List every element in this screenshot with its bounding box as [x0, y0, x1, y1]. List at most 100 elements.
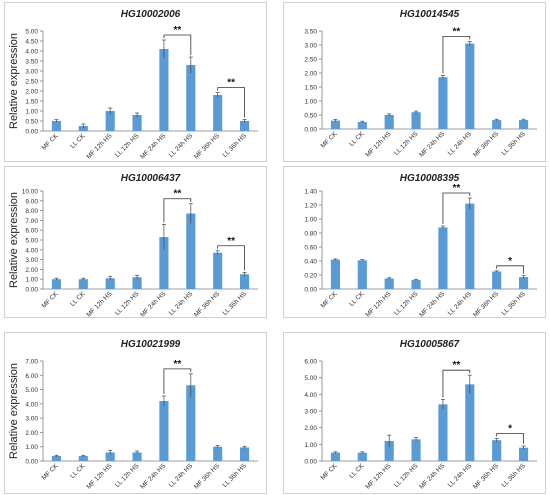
bar — [186, 65, 196, 131]
y-tick-label: 0.00 — [25, 287, 38, 294]
chart-panel-hg10006437: HG10006437 Relative expression 0.00 1.00 2.0… — [4, 166, 267, 319]
y-tick-label: 0.40 — [304, 259, 317, 266]
y-tick-label: 0.80 — [304, 231, 317, 238]
y-tick-label: 0.00 — [304, 459, 317, 466]
y-tick-label: 6.00 — [25, 373, 38, 380]
bar — [186, 213, 196, 289]
x-tick-label: MF 12h HS — [364, 290, 393, 319]
y-tick-label: 0.00 — [304, 127, 317, 134]
y-tick-label: 6.00 — [304, 359, 317, 366]
significance-bracket — [496, 433, 524, 444]
bar — [492, 440, 502, 461]
y-tick-label: 7.00 — [25, 359, 38, 366]
y-tick-label: 10.00 — [22, 189, 39, 196]
x-tick-label: LL 36h HS — [500, 290, 527, 317]
bar — [330, 120, 341, 129]
x-tick-label: MF 36h HS — [472, 130, 501, 159]
bar — [518, 277, 529, 289]
x-tick-label: MF CK — [320, 462, 340, 482]
bar — [213, 95, 223, 131]
x-tick-label: MF 12h HS — [364, 462, 393, 491]
bar — [465, 203, 475, 289]
x-tick-label: LL 24h HS — [447, 462, 474, 489]
x-tick-label: LL 12h HS — [114, 132, 141, 159]
bar — [518, 120, 529, 129]
x-tick-label: LL CK — [348, 462, 366, 480]
significance-label: ** — [452, 183, 460, 194]
bar — [384, 278, 394, 289]
bar — [186, 385, 196, 461]
x-tick-label: MF CK — [41, 462, 61, 482]
bar — [384, 441, 394, 461]
x-tick-label: LL 24h HS — [168, 290, 195, 317]
x-tick-label: LL CK — [348, 130, 366, 148]
y-tick-label: 4.00 — [25, 247, 38, 254]
significance-label: * — [508, 256, 512, 267]
y-tick-label: 5.00 — [25, 387, 38, 394]
significance-bracket — [217, 87, 245, 118]
y-tick-label: 5.00 — [304, 375, 317, 382]
y-tick-label: 1.40 — [304, 189, 317, 196]
chart-title: HG10005867 — [400, 339, 460, 350]
bar — [438, 227, 448, 289]
x-tick-label: LL 24h HS — [447, 290, 474, 317]
x-tick-label: LL 36h HS — [221, 132, 248, 159]
significance-label: ** — [227, 78, 235, 89]
significance-label: ** — [173, 359, 181, 370]
y-tick-label: 2.50 — [304, 57, 317, 64]
bar — [132, 452, 142, 461]
y-tick-label: 1.50 — [25, 99, 38, 106]
chart-panel-hg10002006: HG10002006 Relative expression 0.00 0.50 1.0… — [4, 2, 267, 162]
bar — [78, 279, 88, 289]
y-tick-label: 3.50 — [304, 29, 317, 36]
x-tick-label: MF CK — [320, 290, 340, 310]
y-tick-label: 4.50 — [25, 39, 38, 46]
y-tick-label: 0.00 — [25, 129, 38, 136]
bar — [213, 446, 223, 461]
significance-bracket — [496, 265, 524, 274]
y-tick-label: 3.00 — [304, 43, 317, 50]
bar — [159, 49, 169, 131]
x-tick-label: LL 36h HS — [500, 462, 527, 489]
y-tick-label: 4.00 — [304, 392, 317, 399]
x-tick-label: MF 12h HS — [85, 462, 114, 491]
x-tick-label: LL 36h HS — [500, 130, 527, 157]
y-tick-label: 6.00 — [25, 228, 38, 235]
bar-chart: HG10014545 0.00 0.50 1.00 1.50 2.00 2.50 3.00 3.… — [304, 9, 537, 159]
y-tick-label: 1.00 — [304, 99, 317, 106]
y-tick-label: 3.00 — [304, 409, 317, 416]
bar-chart: HG10005867 0.00 1.00 2.00 3.00 4.00 5.00 6.00 MF… — [304, 339, 537, 491]
x-tick-label: MF 24h HS — [139, 462, 168, 491]
x-tick-label: LL 12h HS — [114, 462, 141, 489]
significance-bracket — [442, 192, 471, 224]
chart-title: HG10002006 — [121, 9, 181, 20]
bar — [51, 121, 62, 131]
bar — [465, 384, 475, 461]
y-tick-label: 5.00 — [25, 238, 38, 245]
x-tick-label: MF 12h HS — [364, 130, 393, 159]
x-tick-label: LL 36h HS — [221, 290, 248, 317]
bar — [411, 112, 421, 129]
y-tick-label: 5.00 — [25, 29, 38, 36]
y-tick-label: 1.00 — [304, 217, 317, 224]
x-tick-label: MF 24h HS — [418, 290, 447, 319]
x-tick-label: LL CK — [69, 290, 87, 308]
x-tick-label: MF 24h HS — [418, 130, 447, 159]
x-tick-label: MF 12h HS — [85, 132, 114, 161]
bar — [132, 115, 142, 131]
y-tick-label: 2.00 — [25, 430, 38, 437]
bar — [105, 452, 115, 461]
x-tick-label: MF 24h HS — [139, 290, 168, 319]
bar — [159, 401, 169, 461]
y-tick-label: 3.00 — [25, 257, 38, 264]
x-tick-label: MF 36h HS — [472, 462, 501, 491]
x-tick-label: LL CK — [69, 462, 87, 480]
x-tick-label: LL 12h HS — [393, 130, 420, 157]
chart-title: HG10021999 — [121, 339, 181, 350]
x-tick-label: MF 36h HS — [472, 290, 501, 319]
significance-label: ** — [227, 236, 235, 247]
bar — [78, 456, 88, 461]
x-tick-label: LL 12h HS — [393, 290, 420, 317]
bar — [438, 404, 448, 461]
x-tick-label: MF CK — [41, 132, 61, 152]
